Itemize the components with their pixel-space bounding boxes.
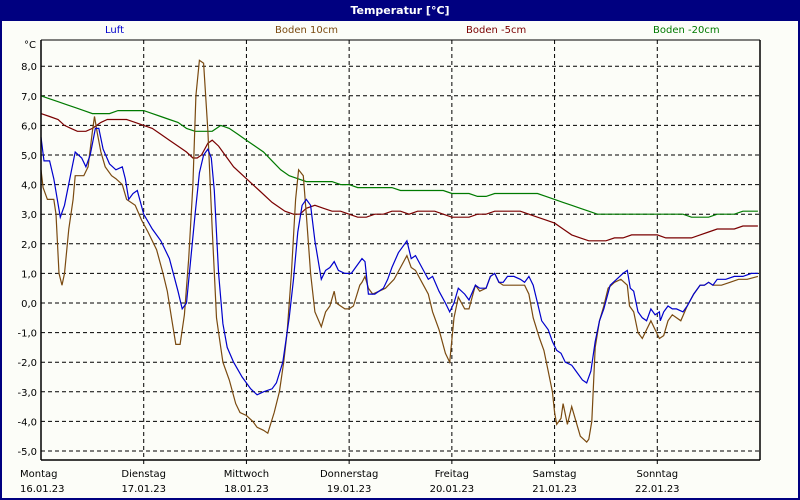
x-axis-labels: Montag 16.01.23 Dienstag 17.01.23 Mittwoch 18… [20,469,680,495]
y-tick-label: -2,0 [17,358,37,369]
x-tick-date: 17.01.23 [121,484,166,495]
legend-item: Boden -5cm [466,25,527,36]
x-tick-date: 20.01.23 [430,484,475,495]
y-tick-label: 4,0 [21,181,37,192]
x-tick-date: 21.01.23 [532,484,577,495]
y-unit-label: °C [24,40,36,51]
y-tick-label: -1,0 [17,329,37,340]
chart-title: Temperatur [°C] [2,2,798,21]
grid-lines [41,40,760,464]
x-tick-day: Sonntag [637,469,679,480]
legend-item: Boden -20cm [653,25,720,36]
x-tick-date: 18.01.23 [224,484,269,495]
y-tick-label: 0,0 [21,299,37,310]
legend-item: Luft [105,25,124,36]
y-tick-label: 1,0 [21,269,37,280]
y-tick-label: 8,0 [21,62,37,73]
x-tick-day: Freitag [435,469,469,480]
legend-item: Boden 10cm [275,25,338,36]
y-tick-label: 2,0 [21,240,37,251]
y-tick-label: -4,0 [17,417,37,428]
y-tick-label: 6,0 [21,121,37,132]
axes [40,39,761,461]
x-tick-day: Samstag [533,469,577,480]
x-tick-date: 22.01.23 [635,484,680,495]
series-line-boden--5cm [40,113,758,242]
x-tick-day: Montag [20,469,57,480]
y-axis-labels: °C 8,0 7,0 6,0 5,0 4,0 3,0 2,0 1,0 0,0 -1,0 -2,0 -3,… [17,40,37,458]
x-tick-date: 19.01.23 [327,484,372,495]
y-tick-label: 7,0 [21,92,37,103]
x-tick-day: Mittwoch [224,469,269,480]
x-tick-day: Dienstag [121,469,166,480]
x-tick-day: Donnerstag [320,469,378,480]
y-tick-label: -3,0 [17,388,37,399]
y-tick-label: -5,0 [17,447,37,458]
series-line-luft [40,127,758,396]
series-lines [40,59,759,443]
y-tick-label: 3,0 [21,210,37,221]
series-line-boden--20cm [40,95,758,218]
x-tick-date: 16.01.23 [20,484,65,495]
y-tick-label: 5,0 [21,151,37,162]
